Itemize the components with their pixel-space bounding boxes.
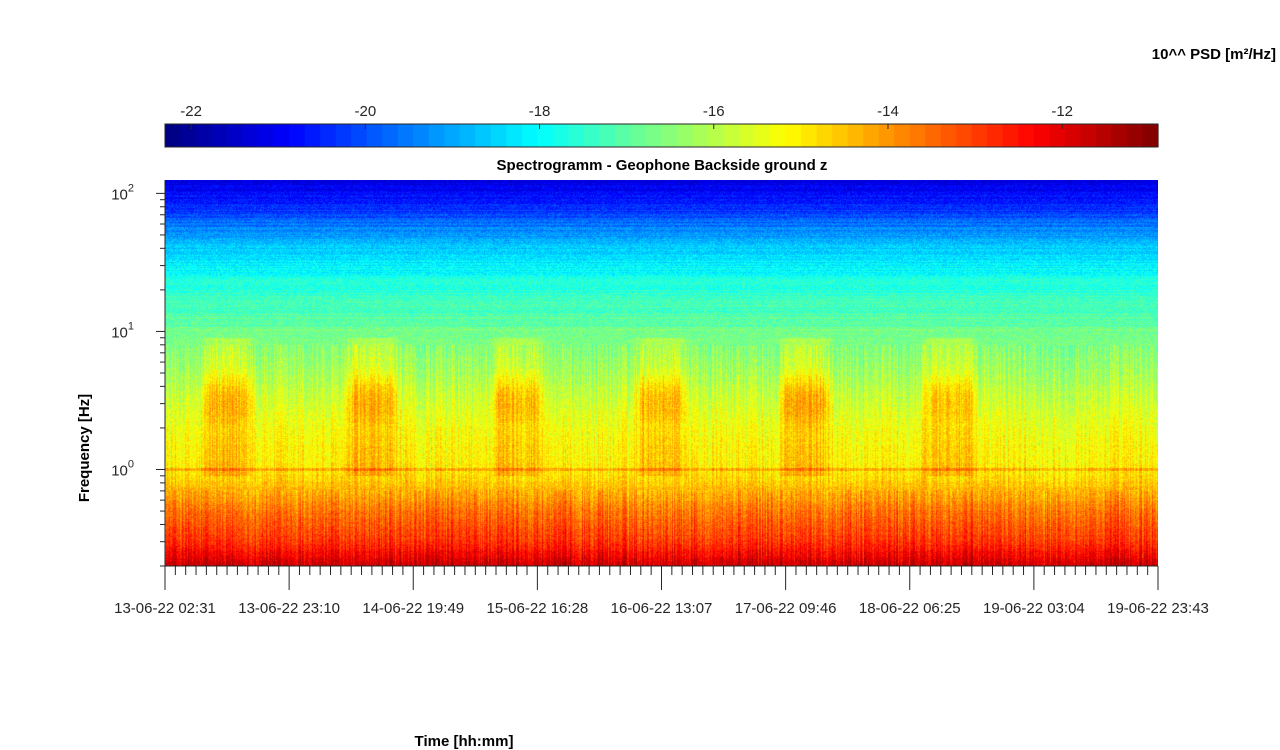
y-tick-exponent: 2 (128, 182, 134, 194)
colorbar-swatch (273, 124, 290, 147)
colorbar-swatch (878, 124, 895, 147)
x-tick-label: 17-06-22 09:46 (735, 600, 837, 617)
colorbar-swatch (770, 124, 787, 147)
x-axis: 13-06-22 02:31 13-06-22 23:10 14-06-22 19:… (114, 565, 1209, 617)
y-tick-base: 10 (111, 186, 128, 203)
colorbar-swatch (692, 124, 709, 147)
colorbar-swatch (459, 124, 476, 147)
chart-title: Spectrogramm - Geophone Backside ground … (497, 157, 828, 174)
colorbar-swatch (258, 124, 275, 147)
colorbar-frame (164, 123, 1159, 148)
x-tick-label: 13-06-22 02:31 (114, 600, 216, 617)
colorbar-swatch (971, 124, 988, 147)
spectrogram-heatmap (165, 180, 1158, 566)
y-tick-label: 100 (111, 459, 134, 480)
colorbar-swatch (537, 124, 554, 147)
y-tick-base: 10 (111, 463, 128, 480)
colorbar-tick-label: -18 (529, 103, 551, 120)
colorbar-tick-label: -22 (180, 103, 202, 120)
colorbar-swatch (242, 124, 259, 147)
colorbar-swatch (863, 124, 880, 147)
colorbar-swatch (304, 124, 321, 147)
colorbar-swatch (335, 124, 352, 147)
colorbar-swatch (366, 124, 383, 147)
colorbar-swatch (739, 124, 756, 147)
colorbar-swatch (785, 124, 802, 147)
colorbar-swatch (661, 124, 678, 147)
colorbar-swatch (1002, 124, 1019, 147)
colorbar-swatch (1095, 124, 1113, 147)
colorbar-tick-label: -14 (877, 103, 899, 120)
colorbar-swatch (894, 124, 911, 147)
x-tick-label: 19-06-22 23:43 (1107, 600, 1209, 617)
colorbar-swatch (801, 124, 818, 147)
x-axis-label: Time [hh:mm] (415, 733, 514, 750)
colorbar-swatch (925, 124, 942, 147)
colorbar-swatch (1080, 124, 1097, 147)
colorbar-swatch (211, 124, 228, 147)
colorbar-swatch (1142, 124, 1159, 147)
y-axis-label: Frequency [Hz] (76, 394, 93, 502)
colorbar-swatch (320, 124, 337, 147)
colorbar-swatch (490, 124, 507, 147)
colorbar-swatch (475, 124, 492, 147)
colorbar-swatch (568, 124, 585, 147)
colorbar-swatch (832, 124, 849, 147)
x-tick-label: 16-06-22 13:07 (611, 600, 713, 617)
colorbar-swatch (506, 124, 523, 147)
y-tick-base: 10 (111, 324, 128, 341)
colorbar-swatch (289, 124, 306, 147)
colorbar-swatch (351, 124, 368, 147)
colorbar-swatch (521, 124, 538, 147)
y-tick-label: 102 (111, 182, 134, 203)
colorbar-swatch (227, 124, 244, 147)
x-tick-label: 13-06-22 23:10 (238, 600, 340, 617)
colorbar-swatch (583, 124, 601, 147)
colorbar-swatch (816, 124, 833, 147)
y-tick-label: 101 (111, 320, 134, 341)
x-tick-label: 19-06-22 03:04 (983, 600, 1085, 617)
x-tick-label: 15-06-22 16:28 (487, 600, 589, 617)
colorbar-swatch (614, 124, 632, 147)
colorbar-swatch (956, 124, 973, 147)
colorbar-swatch (382, 124, 399, 147)
colorbar-swatch (599, 124, 616, 147)
x-tick-label: 14-06-22 19:49 (362, 600, 464, 617)
colorbar-swatch (630, 124, 647, 147)
colorbar-swatch (397, 124, 414, 147)
colorbar-swatch (1033, 124, 1050, 147)
colorbar-swatch (1126, 124, 1144, 147)
colorbar-tick-label: -20 (354, 103, 376, 120)
colorbar-swatch (180, 124, 197, 147)
colorbar-swatch (677, 124, 694, 147)
colorbar-swatch (987, 124, 1004, 147)
colorbar-swatch (413, 124, 430, 147)
colorbar-tick-label: -16 (703, 103, 725, 120)
colorbar-swatch (909, 124, 926, 147)
colorbar-swatch (1111, 124, 1128, 147)
colorbar-swatch (165, 124, 182, 147)
colorbar-swatch (847, 124, 864, 147)
colorbar-swatch (1018, 124, 1035, 147)
colorbar-swatch (754, 124, 771, 147)
colorbar-swatch (196, 124, 213, 147)
colorbar-swatch (552, 124, 570, 147)
y-tick-exponent: 1 (128, 320, 134, 332)
y-tick-exponent: 0 (128, 459, 134, 471)
colorbar-swatch (940, 124, 957, 147)
colorbar-swatch (723, 124, 740, 147)
colorbar-tick-label: -12 (1051, 103, 1073, 120)
colorbar-swatch (1064, 124, 1082, 147)
colorbar-swatch (1049, 124, 1066, 147)
colorbar: -22 -20 -18 -16 -14 -12 (164, 103, 1159, 148)
colorbar-swatch (645, 124, 663, 147)
colorbar-swatch (444, 124, 461, 147)
colorbar-swatch (428, 124, 445, 147)
x-tick-label: 18-06-22 06:25 (859, 600, 961, 617)
colorbar-label: 10^^ PSD [m²/Hz] (1152, 46, 1276, 63)
colorbar-swatch (708, 124, 725, 147)
